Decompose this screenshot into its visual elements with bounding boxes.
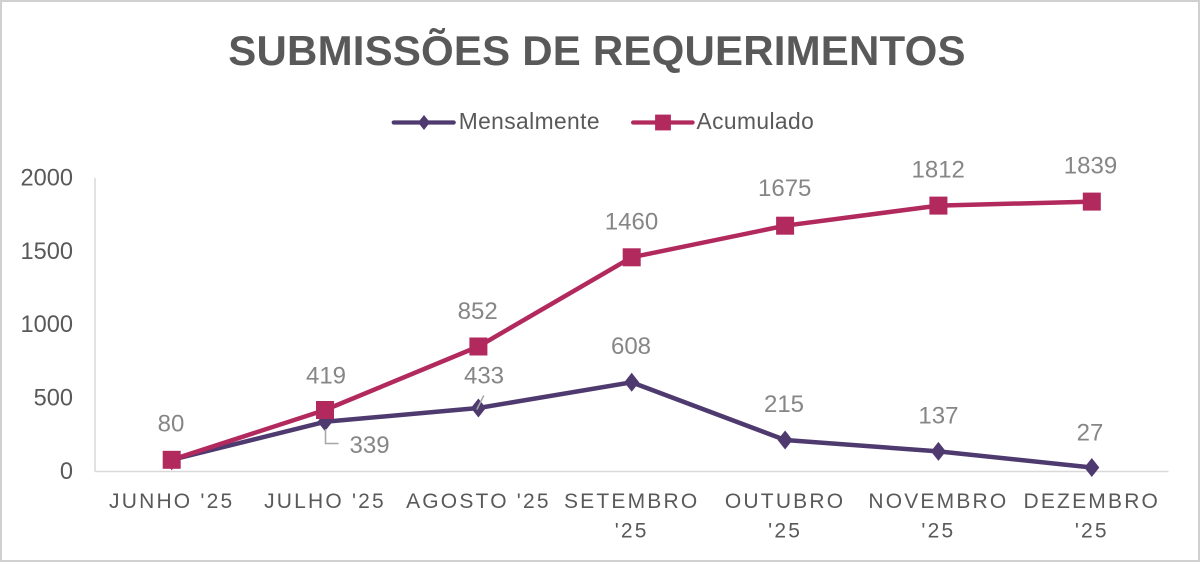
svg-text:608: 608 — [611, 333, 651, 360]
svg-text:'25: '25 — [768, 519, 802, 542]
svg-text:AGOSTO '25: AGOSTO '25 — [406, 490, 551, 513]
svg-text:Mensalmente: Mensalmente — [459, 108, 600, 134]
svg-text:137: 137 — [918, 403, 958, 430]
svg-text:500: 500 — [34, 386, 73, 412]
svg-text:'25: '25 — [615, 519, 649, 542]
svg-text:1839: 1839 — [1064, 152, 1117, 179]
svg-text:80: 80 — [158, 411, 185, 438]
svg-text:'25: '25 — [1075, 519, 1109, 542]
svg-text:27: 27 — [1077, 419, 1104, 446]
svg-text:433: 433 — [464, 362, 504, 389]
svg-text:1812: 1812 — [912, 157, 965, 184]
svg-text:1000: 1000 — [21, 312, 74, 338]
svg-text:SUBMISSÕES DE REQUERIMENTOS: SUBMISSÕES DE REQUERIMENTOS — [228, 26, 965, 74]
svg-text:DEZEMBRO: DEZEMBRO — [1023, 490, 1160, 513]
svg-text:'25: '25 — [921, 519, 955, 542]
svg-text:339: 339 — [350, 432, 390, 459]
svg-text:419: 419 — [306, 363, 346, 390]
svg-text:1675: 1675 — [758, 175, 811, 202]
svg-text:0: 0 — [60, 459, 73, 485]
svg-text:Acumulado: Acumulado — [697, 108, 815, 134]
svg-text:JULHO '25: JULHO '25 — [264, 490, 386, 513]
svg-text:852: 852 — [458, 298, 498, 325]
svg-text:SETEMBRO: SETEMBRO — [564, 490, 699, 513]
svg-text:JUNHO '25: JUNHO '25 — [109, 490, 234, 513]
svg-text:NOVEMBRO: NOVEMBRO — [868, 490, 1008, 513]
svg-text:OUTUBRO: OUTUBRO — [725, 490, 845, 513]
svg-text:1500: 1500 — [21, 239, 74, 265]
svg-text:215: 215 — [764, 391, 804, 418]
svg-text:2000: 2000 — [21, 166, 74, 192]
svg-text:1460: 1460 — [605, 209, 658, 236]
